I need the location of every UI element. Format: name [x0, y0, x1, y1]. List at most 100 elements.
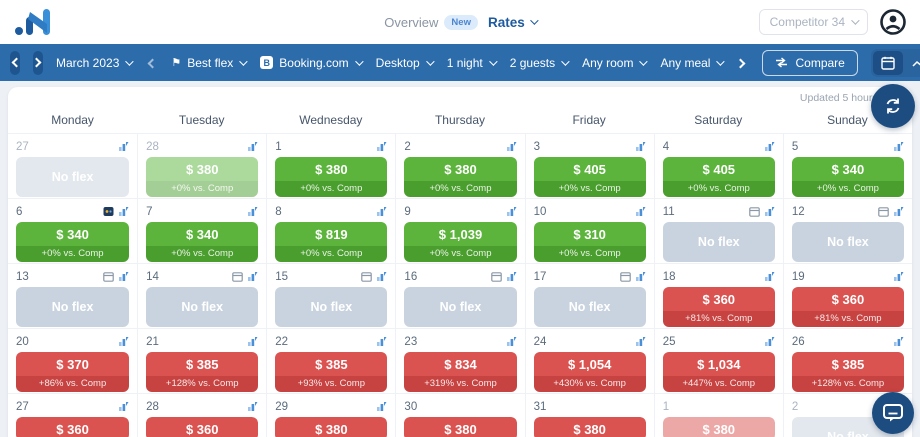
calendar-cell[interactable]: 7 $ 340 +0% vs. Comp [137, 198, 267, 263]
cell-header: 27 [16, 399, 129, 414]
calendar-cell[interactable]: 26 $ 385 +128% vs. Comp [782, 328, 912, 393]
compare-button[interactable]: Compare [762, 49, 858, 76]
cell-header: 25 [663, 334, 775, 349]
user-avatar-icon[interactable] [880, 9, 906, 35]
rate-badge[interactable]: No flex [404, 287, 517, 327]
month-select[interactable]: March 2023 [56, 56, 135, 70]
calendar-cell[interactable]: 8 $ 819 +0% vs. Comp [266, 198, 396, 263]
chat-button[interactable] [872, 392, 914, 434]
competitor-select[interactable]: Competitor 34 [758, 9, 868, 35]
filter-dropdown-desktop[interactable]: Desktop [376, 56, 435, 70]
rate-badge[interactable]: No flex [146, 287, 259, 327]
calendar-cell[interactable]: 9 $ 1,039 +0% vs. Comp [395, 198, 525, 263]
rate-badge[interactable]: $ 380 +0% vs. Comp [404, 157, 517, 197]
step-back-arrow[interactable] [144, 54, 158, 72]
calendar-cell[interactable]: 28 $ 360 [137, 393, 267, 437]
rate-badge[interactable]: $ 380 +0% vs. Comp [275, 157, 388, 197]
calendar-cell[interactable]: 20 $ 370 +86% vs. Comp [8, 328, 138, 393]
calendar-cell[interactable]: 12 No flex [782, 198, 912, 263]
rate-badge[interactable]: $ 819 +0% vs. Comp [275, 222, 388, 262]
rate-badge[interactable]: $ 405 +0% vs. Comp [662, 157, 775, 197]
rate-badge[interactable]: $ 385 +128% vs. Comp [791, 352, 904, 392]
chart-view-button[interactable] [905, 51, 920, 75]
filter-dropdown-1-night[interactable]: 1 night [447, 56, 498, 70]
rate-badge[interactable]: $ 380 +0% vs. Comp [146, 157, 259, 197]
rate-badge[interactable]: $ 340 +0% vs. Comp [791, 157, 904, 197]
calendar-cell[interactable]: 17 No flex [524, 263, 654, 328]
rate-badge[interactable]: $ 360 [146, 417, 259, 437]
filter-dropdown-booking-com[interactable]: B Booking.com [260, 56, 364, 70]
calendar-cell[interactable]: 11 No flex [653, 198, 783, 263]
calendar-cell[interactable]: 5 $ 340 +0% vs. Comp [782, 133, 912, 198]
calendar-cell[interactable]: 13 No flex [8, 263, 138, 328]
calendar-cell[interactable]: 24 $ 1,054 +430% vs. Comp [524, 328, 654, 393]
calendar-cell[interactable]: 30 $ 380 [395, 393, 525, 437]
calendar-cell[interactable]: 2 $ 380 +0% vs. Comp [395, 133, 525, 198]
calendar-cell[interactable]: 10 $ 310 +0% vs. Comp [524, 198, 654, 263]
rate-badge[interactable]: $ 385 +128% vs. Comp [146, 352, 259, 392]
cell-icons [893, 336, 904, 347]
next-month-button[interactable] [31, 50, 43, 75]
cell-date: 27 [16, 140, 29, 153]
cell-header: 18 [663, 269, 775, 284]
calendar-cell[interactable]: 22 $ 385 +93% vs. Comp [266, 328, 396, 393]
calendar-cell[interactable]: 23 $ 834 +319% vs. Comp [395, 328, 525, 393]
calendar-cell[interactable]: 15 No flex [266, 263, 396, 328]
step-forward-arrow[interactable] [735, 54, 749, 72]
filter-dropdown-2-guests[interactable]: 2 guests [510, 56, 570, 70]
filter-dropdown-best-flex[interactable]: ⚑ Best flex [171, 56, 248, 70]
nav-rates[interactable]: Rates [488, 15, 539, 30]
rate-badge[interactable]: No flex [533, 287, 646, 327]
filter-dropdown-any-room[interactable]: Any room [582, 56, 649, 70]
rate-badge[interactable]: $ 1,034 +447% vs. Comp [662, 352, 775, 392]
rate-badge[interactable]: $ 380 [662, 417, 775, 437]
rate-badge[interactable]: $ 380 [275, 417, 388, 437]
calendar-cell[interactable]: 27 No flex [8, 133, 138, 198]
calendar-cell[interactable]: 27 $ 360 [8, 393, 138, 437]
rate-badge[interactable]: No flex [275, 287, 388, 327]
app-logo-icon[interactable] [14, 7, 54, 37]
rate-badge[interactable]: $ 310 +0% vs. Comp [533, 222, 646, 262]
rate-badge[interactable]: $ 380 [533, 417, 646, 437]
calendar-cell[interactable]: 3 $ 405 +0% vs. Comp [524, 133, 654, 198]
cell-icons [764, 141, 775, 152]
calendar-cell[interactable]: 28 $ 380 +0% vs. Comp [137, 133, 267, 198]
cell-header: 20 [16, 334, 129, 349]
rate-badge[interactable]: No flex [662, 222, 775, 262]
rate-badge[interactable]: $ 385 +93% vs. Comp [275, 352, 388, 392]
rate-badge[interactable]: $ 370 +86% vs. Comp [16, 352, 130, 392]
cell-date: 1 [275, 140, 282, 153]
calendar-cell[interactable]: 31 $ 380 [524, 393, 654, 437]
rate-badge[interactable]: No flex [791, 222, 904, 262]
rate-badge[interactable]: $ 1,039 +0% vs. Comp [404, 222, 517, 262]
prev-month-button[interactable] [10, 50, 22, 75]
rate-badge[interactable]: $ 380 [404, 417, 517, 437]
rate-badge[interactable]: $ 340 +0% vs. Comp [16, 222, 130, 262]
rate-price: $ 380 [146, 157, 259, 181]
rate-badge[interactable]: $ 405 +0% vs. Comp [533, 157, 646, 197]
rate-badge[interactable]: $ 834 +319% vs. Comp [404, 352, 517, 392]
calendar-cell[interactable]: 29 $ 380 [266, 393, 396, 437]
calendar-cell[interactable]: 1 $ 380 [653, 393, 783, 437]
rate-badge[interactable]: No flex [16, 287, 130, 327]
rate-badge[interactable]: $ 360 [16, 417, 130, 437]
calendar-cell[interactable]: 21 $ 385 +128% vs. Comp [137, 328, 267, 393]
rate-badge[interactable]: $ 360 +81% vs. Comp [662, 287, 775, 327]
calendar-cell[interactable]: 16 No flex [395, 263, 525, 328]
nav-overview[interactable]: Overview New [384, 14, 478, 30]
calendar-cell[interactable]: 14 No flex [137, 263, 267, 328]
rate-badge[interactable]: $ 340 +0% vs. Comp [146, 222, 259, 262]
calendar-cell[interactable]: 19 $ 360 +81% vs. Comp [782, 263, 912, 328]
refresh-button[interactable] [871, 84, 915, 128]
calendar-cell[interactable]: 6 $ 340 +0% vs. Comp [8, 198, 138, 263]
calendar-cell[interactable]: 1 $ 380 +0% vs. Comp [266, 133, 396, 198]
calendar-cell[interactable]: 4 $ 405 +0% vs. Comp [653, 133, 783, 198]
calendar-cell[interactable]: 25 $ 1,034 +447% vs. Comp [653, 328, 783, 393]
filter-dropdown-any-meal[interactable]: Any meal [660, 56, 726, 70]
calendar-cell[interactable]: 18 $ 360 +81% vs. Comp [653, 263, 783, 328]
calendar-view-button[interactable] [872, 50, 903, 75]
rate-badge[interactable]: No flex [16, 157, 130, 197]
rate-badge[interactable]: $ 360 +81% vs. Comp [791, 287, 904, 327]
cell-header: 1 [275, 139, 387, 154]
rate-badge[interactable]: $ 1,054 +430% vs. Comp [533, 352, 646, 392]
